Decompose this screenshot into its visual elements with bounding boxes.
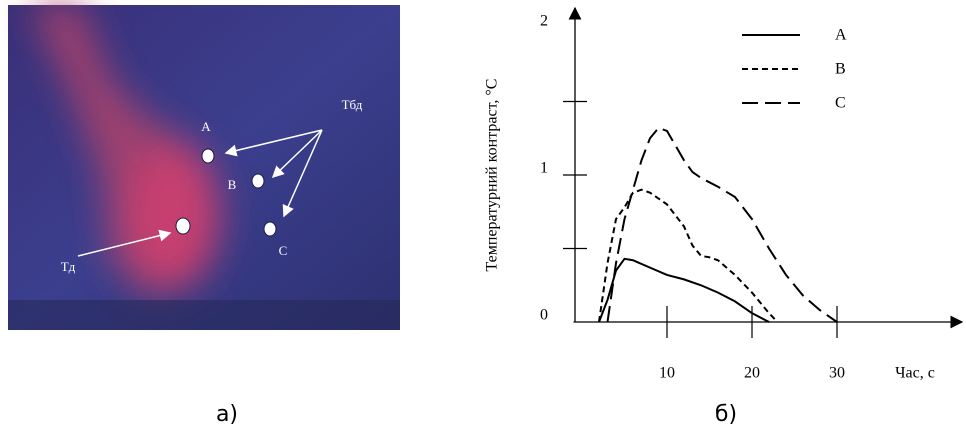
image-label: Тд bbox=[61, 259, 76, 274]
y-axis-label: Температурний контраст, °С bbox=[484, 79, 501, 272]
x-tick-label: 20 bbox=[744, 365, 760, 382]
y-tick-label: 0 bbox=[540, 307, 548, 324]
y-tick-label: 1 bbox=[540, 160, 548, 177]
image-label: A bbox=[201, 119, 211, 134]
x-tick-label: 30 bbox=[829, 365, 845, 382]
data-line bbox=[598, 188, 779, 323]
data-line bbox=[606, 126, 838, 323]
x-tick-label: 10 bbox=[659, 365, 675, 382]
thermal-image: A B C Тбд Тд bbox=[8, 5, 400, 330]
image-label: Тбд bbox=[342, 97, 363, 112]
legend-label: B bbox=[835, 61, 846, 78]
legend-label: C bbox=[835, 95, 846, 112]
caption: б) bbox=[715, 402, 737, 427]
caption: а) bbox=[216, 402, 238, 427]
legend-label: A bbox=[835, 27, 847, 44]
data-line bbox=[598, 257, 770, 323]
x-axis-label: Час, с bbox=[895, 365, 935, 382]
image-label: C bbox=[279, 243, 288, 258]
y-tick-label: 2 bbox=[540, 13, 548, 30]
image-label: B bbox=[228, 177, 237, 192]
